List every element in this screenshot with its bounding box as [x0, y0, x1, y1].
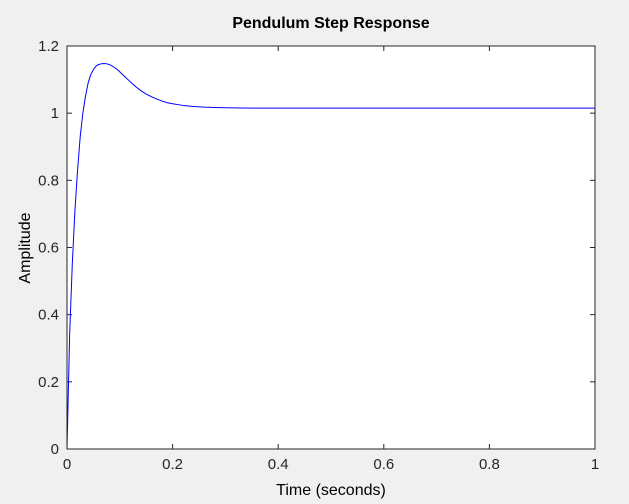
y-tick-label: 0.4: [38, 307, 59, 324]
x-tick-label: 0: [63, 456, 71, 473]
y-tick-label: 1: [51, 105, 59, 122]
x-axis-title: Time (seconds): [276, 482, 386, 499]
y-tick-label: 0: [51, 441, 59, 458]
y-tick-label: 1.2: [38, 38, 59, 55]
x-tick-label: 0.4: [268, 456, 289, 473]
y-tick-label: 0.8: [38, 172, 59, 189]
x-tick-label: 0.8: [479, 456, 500, 473]
series-layer: [66, 62, 595, 450]
plot-border: [66, 45, 596, 450]
x-axis-ticks: 0 0.2 0.4 0.6 0.8 1: [63, 46, 599, 473]
x-tick-label: 1: [591, 456, 599, 473]
x-tick-label: 0.6: [373, 456, 394, 473]
y-axis-title: Amplitude: [17, 212, 34, 283]
x-tick-label: 0.2: [162, 456, 183, 473]
plot-area: [67, 46, 595, 449]
y-tick-label: 0.6: [38, 240, 59, 257]
chart-title: Pendulum Step Response: [232, 15, 429, 32]
y-tick-label: 0.2: [38, 374, 59, 391]
step-response-line: [66, 62, 595, 450]
